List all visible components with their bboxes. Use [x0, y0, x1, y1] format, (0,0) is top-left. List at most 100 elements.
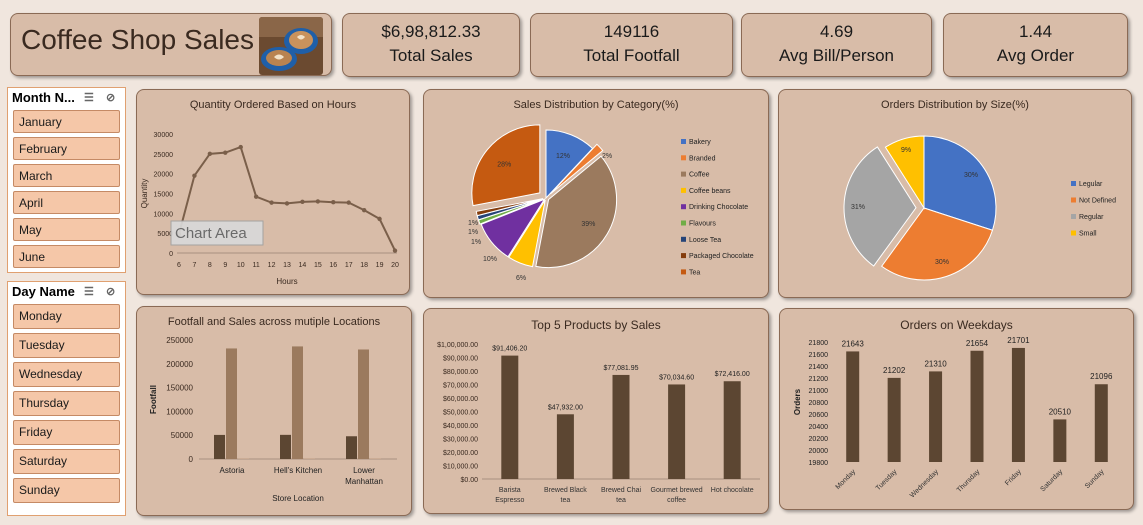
chart-title: Top 5 Products by Sales — [531, 318, 661, 332]
clear-filter-icon[interactable]: ⊘ — [106, 92, 116, 104]
day-slicer-item-saturday[interactable]: Saturday — [13, 449, 120, 474]
x-tick-label: 17 — [345, 262, 353, 269]
x-tick-label: 18 — [360, 262, 368, 269]
data-point — [315, 199, 321, 204]
chart-weekdays-panel[interactable]: Orders on Weekdays 19800 20000 20200 20400 2… — [779, 308, 1134, 510]
month-slicer-item-february[interactable]: February — [13, 137, 120, 160]
y-tick-label: 21000 — [809, 388, 829, 395]
chart-title: Quantity Ordered Based on Hours — [189, 99, 357, 111]
x-tick-label: 8 — [208, 262, 212, 269]
pie-slice — [475, 198, 544, 217]
pie-slice — [923, 135, 997, 231]
x-tick-label: Gourmet brewed — [651, 487, 703, 494]
x-axis-title: Hours — [276, 277, 297, 286]
kpi-value: $6,98,812.33 — [381, 22, 481, 41]
legend-swatch — [681, 253, 686, 259]
month-slicer-item-april[interactable]: April — [13, 191, 120, 214]
data-point — [253, 194, 259, 199]
data-point — [269, 200, 274, 205]
y-tick-label: 21200 — [809, 376, 829, 383]
chart-category-panel[interactable]: Sales Distribution by Category(%) 12% 2% 3… — [423, 89, 769, 298]
category-pie-chart: 12% 2% 39% 6% 10% 1% 1% 1% 28% Bakery Branded Coffe… — [468, 124, 754, 282]
x-tick-label: 7 — [192, 262, 196, 269]
y-tick-label: 21600 — [809, 352, 829, 359]
y-tick-label: $40,000.00 — [443, 423, 478, 430]
chart-hours-panel[interactable]: Quantity Ordered Based on Hours 0 5000 100… — [136, 89, 410, 295]
bar — [304, 458, 315, 459]
chart-title: Sales Distribution by Category(%) — [513, 99, 679, 111]
kpi-avg-bill: 4.69 Avg Bill/Person — [741, 13, 932, 77]
y-tick-label: 21800 — [809, 340, 829, 347]
data-label: 21643 — [842, 339, 865, 348]
month-slicer-item-march[interactable]: March — [13, 164, 120, 187]
y-tick-label: 20000 — [154, 172, 174, 179]
data-label: 20510 — [1049, 407, 1072, 416]
day-slicer-item-sunday[interactable]: Sunday — [13, 478, 120, 503]
chart-title: Orders on Weekdays — [900, 318, 1013, 332]
data-label: 21096 — [1090, 372, 1113, 381]
data-label: 21701 — [1007, 336, 1030, 345]
legend-swatch — [1071, 181, 1076, 186]
x-tick-label: Friday — [1004, 468, 1023, 487]
x-tick-label: coffee — [667, 497, 686, 504]
month-slicer-item-june[interactable]: June — [13, 245, 120, 268]
legend-swatch — [1071, 230, 1076, 236]
y-tick-label: $10,000.00 — [443, 464, 478, 471]
hours-line-chart: 0 5000 10000 15000 20000 25000 30000 6 7 8 9 10 11 12… — [140, 132, 399, 286]
bar — [668, 384, 686, 479]
y-tick-label: $50,000.00 — [443, 410, 478, 417]
y-tick-label: $0.00 — [460, 477, 478, 484]
pie-data-label: 39% — [581, 221, 595, 228]
day-slicer-items: Monday Tuesday Wednesday Thursday Friday Satu… — [8, 304, 125, 503]
bar — [346, 436, 357, 459]
data-point — [346, 200, 351, 205]
chart-size-panel[interactable]: Orders Distribution by Size(%) 30% 30% 31%… — [778, 89, 1132, 298]
multi-select-icon[interactable]: ☰ — [84, 92, 94, 104]
legend-swatch — [1071, 214, 1076, 219]
multi-select-icon[interactable]: ☰ — [84, 286, 94, 298]
y-tick-label: 21400 — [809, 364, 829, 371]
y-tick-label: 20200 — [809, 436, 829, 443]
clear-filter-icon[interactable]: ⊘ — [106, 286, 116, 298]
kpi-label: Total Sales — [389, 46, 473, 65]
day-slicer-item-wednesday[interactable]: Wednesday — [13, 362, 120, 387]
legend-swatch — [681, 220, 686, 226]
month-slicer-items: January February March April May June — [8, 110, 125, 268]
x-tick-label: 6 — [177, 262, 181, 269]
day-slicer-item-friday[interactable]: Friday — [13, 420, 120, 445]
day-slicer-title: Day Name — [12, 284, 75, 299]
x-tick-label: Tuesday — [875, 468, 899, 492]
legend-label: Flavours — [689, 221, 716, 228]
chart-products-panel[interactable]: Top 5 Products by Sales $0.00 $10,000.00 $… — [423, 308, 769, 514]
legend-swatch — [681, 139, 686, 144]
pie-data-label: 6% — [516, 275, 526, 282]
month-slicer-item-may[interactable]: May — [13, 218, 120, 241]
x-tick-label: 10 — [237, 262, 245, 269]
bar — [846, 351, 860, 462]
kpi-total-footfall: 149116 Total Footfall — [530, 13, 733, 77]
day-slicer-item-tuesday[interactable]: Tuesday — [13, 333, 120, 358]
month-slicer-item-january[interactable]: January — [13, 110, 120, 133]
data-point — [377, 216, 382, 222]
month-slicer[interactable]: Month N... ☰ ⊘ January February March April… — [7, 87, 126, 273]
bar — [226, 348, 237, 459]
bar — [501, 355, 519, 479]
day-slicer-item-thursday[interactable]: Thursday — [13, 391, 120, 416]
kpi-label: Avg Order — [996, 46, 1075, 65]
day-slicer-item-monday[interactable]: Monday — [13, 304, 120, 329]
pie-data-label: 1% — [468, 220, 478, 227]
y-tick-label: 30000 — [154, 132, 174, 139]
legend-swatch — [681, 155, 686, 161]
x-axis-title: Store Location — [272, 494, 324, 503]
x-tick-label: 9 — [223, 262, 227, 269]
chart-locations-panel[interactable]: Footfall and Sales across mutiple Locati… — [136, 306, 412, 516]
pie-slice — [480, 198, 546, 258]
day-slicer[interactable]: Day Name ☰ ⊘ Monday Tuesday Wednesday Thurs… — [7, 281, 126, 516]
x-tick-label: 13 — [283, 262, 291, 269]
pie-data-label: 1% — [471, 239, 481, 246]
bar — [358, 349, 369, 459]
x-tick-label: Astoria — [220, 466, 245, 475]
x-tick-label: 20 — [391, 262, 399, 269]
legend-label: Bakery — [689, 139, 711, 146]
bar — [370, 458, 381, 459]
